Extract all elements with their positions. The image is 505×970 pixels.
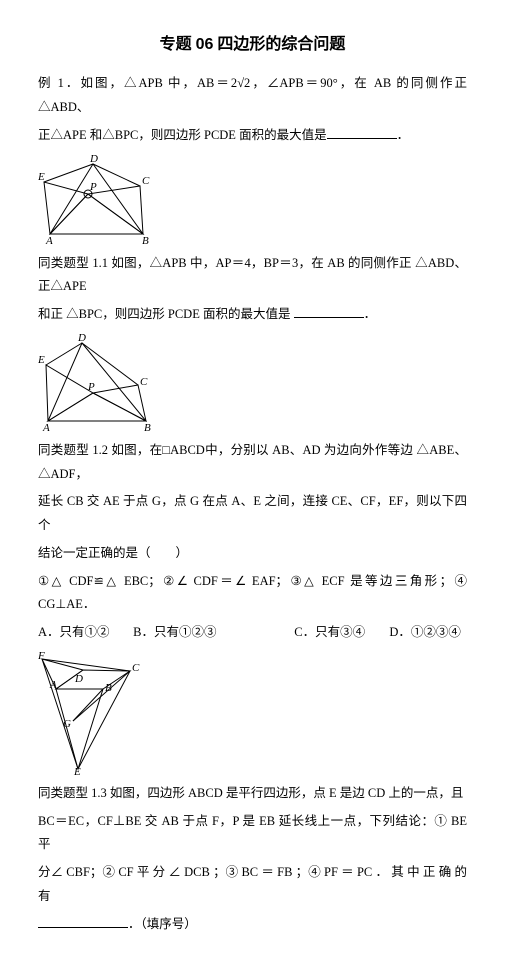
title-suffix: 四边形的综合问题 xyxy=(217,36,345,53)
page-title: 专题 06 四边形的综合问题 xyxy=(38,30,467,60)
option-c: C．只有③④ xyxy=(294,621,386,645)
problem-1-1-line2: 和正 △BPC，则四边形 PCDE 面积的最大值是 ． xyxy=(38,303,467,327)
text: ． xyxy=(397,128,410,142)
text: 例 1．如图，△APB 中，AB＝2 xyxy=(38,76,237,90)
svg-text:E: E xyxy=(38,171,45,183)
svg-text:A: A xyxy=(49,679,57,691)
option-d: D．①②③④ xyxy=(389,621,461,645)
options-row: A．只有①② B．只有①②③ C．只有③④ D．①②③④ xyxy=(38,621,467,645)
text: ． xyxy=(364,307,377,321)
svg-text:B: B xyxy=(144,422,151,433)
text: 正△APE 和△BPC，则四边形 PCDE 面积的最大值是 xyxy=(38,128,327,142)
text: 和正 △BPC，则四边形 PCDE 面积的最大值是 xyxy=(38,307,290,321)
svg-text:B: B xyxy=(142,235,149,246)
problem-1-3-line1: 同类题型 1.3 如图，四边形 ABCD 是平行四边形，点 E 是边 CD 上的… xyxy=(38,782,467,806)
example-1-line2: 正△APE 和△BPC，则四边形 PCDE 面积的最大值是 ． xyxy=(38,124,467,148)
svg-text:C: C xyxy=(140,376,148,388)
problem-1-2-statements: ①△ CDF≌△ EBC；②∠ CDF＝∠ EAF；③△ ECF 是等边三角形；… xyxy=(38,570,467,618)
problem-1-3-line3: 分∠ CBF；② CF 平 分 ∠ DCB ；③ BC ＝ FB ；④ PF ＝… xyxy=(38,861,467,909)
text: ．（填序号） xyxy=(128,917,197,931)
option-a: A．只有①② xyxy=(38,621,130,645)
problem-1-2-line3: 结论一定正确的是（ ） xyxy=(38,542,467,566)
svg-text:A: A xyxy=(45,235,53,246)
problem-1-1-line1: 同类题型 1.1 如图，△APB 中，AP＝4，BP＝3，在 AB 的同侧作正 … xyxy=(38,252,467,300)
blank xyxy=(327,125,397,139)
svg-text:P: P xyxy=(87,381,95,393)
svg-text:B: B xyxy=(105,682,112,694)
blank xyxy=(294,305,364,319)
title-num: 06 xyxy=(196,36,214,53)
svg-text:D: D xyxy=(74,673,83,685)
problem-1-2-line2: 延长 CB 交 AE 于点 G，点 G 在点 A、E 之间，连接 CE、CF，E… xyxy=(38,490,467,538)
option-b: B．只有①②③ xyxy=(133,621,291,645)
figure-2: A B P D E C xyxy=(38,333,158,433)
svg-text:A: A xyxy=(42,422,50,433)
svg-text:P: P xyxy=(89,181,97,193)
svg-text:E: E xyxy=(73,766,81,776)
example-1-line1: 例 1．如图，△APB 中，AB＝2√2，∠APB＝90°，在 AB 的同侧作正… xyxy=(38,72,467,120)
svg-text:C: C xyxy=(132,662,140,674)
sqrt2: √2 xyxy=(237,76,250,90)
svg-text:D: D xyxy=(77,333,86,344)
figure-1: A B P D E C xyxy=(38,154,156,246)
svg-text:C: C xyxy=(142,175,150,187)
figure-3: A B C D F E G xyxy=(38,651,148,776)
svg-text:G: G xyxy=(63,718,71,730)
blank xyxy=(38,914,128,928)
problem-1-3-line2: BC＝EC，CF⊥BE 交 AB 于点 F，P 是 EB 延长线上一点，下列结论… xyxy=(38,810,467,858)
problem-1-3-line4: ．（填序号） xyxy=(38,913,467,937)
svg-text:D: D xyxy=(89,154,98,165)
problem-1-2-line1: 同类题型 1.2 如图，在□ABCD中，分别以 AB、AD 为边向外作等边 △A… xyxy=(38,439,467,487)
svg-text:F: F xyxy=(38,651,45,662)
title-prefix: 专题 xyxy=(160,36,192,53)
svg-text:E: E xyxy=(38,354,45,366)
